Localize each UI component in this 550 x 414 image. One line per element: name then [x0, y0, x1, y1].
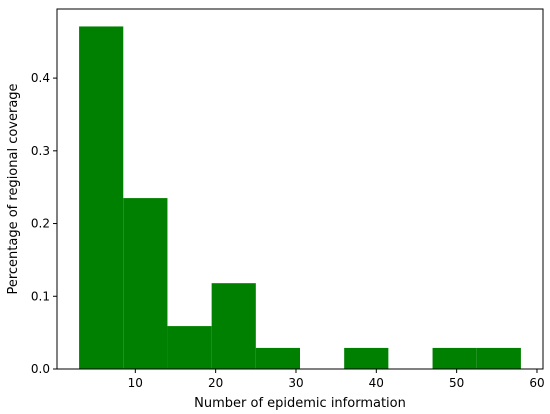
x-tick-label: 40 [369, 376, 384, 390]
histogram-bar-8 [432, 347, 477, 369]
histogram-bar-3 [211, 283, 256, 369]
y-tick-label: 0.4 [31, 71, 50, 85]
histogram-bar-2 [167, 326, 212, 369]
x-tick-label: 30 [288, 376, 303, 390]
x-tick-label: 10 [128, 376, 143, 390]
histogram-bar-6 [344, 347, 389, 369]
y-tick-label: 0.3 [31, 144, 50, 158]
y-axis-label: Percentage of regional coverage [6, 83, 21, 294]
x-axis-label: Number of epidemic information [194, 396, 406, 411]
y-tick-label: 0.2 [31, 217, 50, 231]
x-tick-label: 20 [208, 376, 223, 390]
y-axis-ticks: 0.0 0.1 0.2 0.3 0.4 [31, 71, 57, 376]
y-tick-label: 0.1 [31, 289, 50, 303]
histogram-bar-4 [255, 347, 300, 369]
histogram-bar-0 [79, 26, 124, 369]
y-tick-label: 0.0 [31, 362, 50, 376]
histogram-bar-1 [123, 198, 168, 369]
plot-frame [56, 8, 544, 370]
x-tick-label: 60 [529, 376, 544, 390]
x-tick-label: 50 [449, 376, 464, 390]
histogram-bar-9 [476, 347, 521, 369]
bars-group [79, 26, 521, 369]
x-axis-ticks: 10 20 30 40 50 60 [128, 369, 545, 390]
